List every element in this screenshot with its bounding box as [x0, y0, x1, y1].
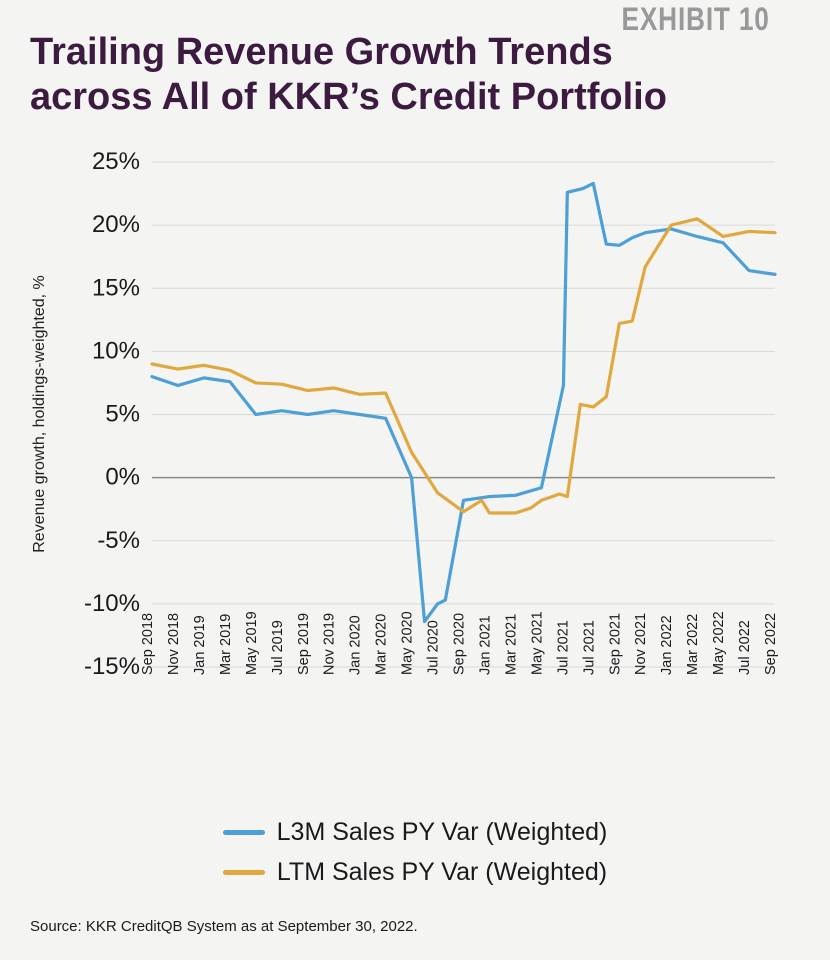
svg-text:Sep 2021: Sep 2021 [607, 613, 623, 675]
svg-text:-10%: -10% [84, 590, 140, 617]
svg-text:10%: 10% [92, 337, 140, 364]
svg-text:Nov 2019: Nov 2019 [322, 613, 338, 675]
svg-text:20%: 20% [92, 211, 140, 238]
svg-text:May 2022: May 2022 [711, 611, 727, 675]
svg-text:25%: 25% [92, 148, 140, 175]
svg-text:Sep 2022: Sep 2022 [763, 613, 779, 675]
svg-text:Jul 2021: Jul 2021 [555, 620, 571, 675]
svg-text:May 2021: May 2021 [529, 611, 545, 675]
svg-text:Nov 2021: Nov 2021 [633, 613, 649, 675]
svg-text:Jan 2022: Jan 2022 [659, 615, 675, 675]
svg-text:Sep 2019: Sep 2019 [296, 613, 312, 675]
svg-text:-15%: -15% [84, 653, 140, 680]
svg-text:Jan 2019: Jan 2019 [192, 615, 208, 675]
svg-text:Jul 2019: Jul 2019 [270, 620, 286, 675]
svg-text:-5%: -5% [97, 527, 140, 554]
svg-text:5%: 5% [105, 401, 140, 428]
svg-text:May 2019: May 2019 [244, 611, 260, 675]
svg-text:Jul 2021: Jul 2021 [581, 620, 597, 675]
svg-text:Jul 2020: Jul 2020 [426, 620, 442, 675]
svg-text:Nov 2018: Nov 2018 [166, 613, 182, 675]
svg-text:Sep 2018: Sep 2018 [140, 613, 156, 675]
svg-text:15%: 15% [92, 274, 140, 301]
svg-text:0%: 0% [105, 464, 140, 491]
svg-text:Jan 2020: Jan 2020 [348, 615, 364, 675]
svg-text:Sep 2020: Sep 2020 [452, 613, 468, 675]
svg-text:Mar 2021: Mar 2021 [503, 614, 519, 675]
svg-text:Mar 2019: Mar 2019 [218, 614, 234, 675]
svg-text:May 2020: May 2020 [400, 611, 416, 675]
svg-text:Mar 2022: Mar 2022 [685, 614, 701, 675]
svg-text:Mar 2020: Mar 2020 [374, 614, 390, 675]
svg-text:Jan 2021: Jan 2021 [477, 615, 493, 675]
svg-text:Jul 2022: Jul 2022 [737, 620, 753, 675]
